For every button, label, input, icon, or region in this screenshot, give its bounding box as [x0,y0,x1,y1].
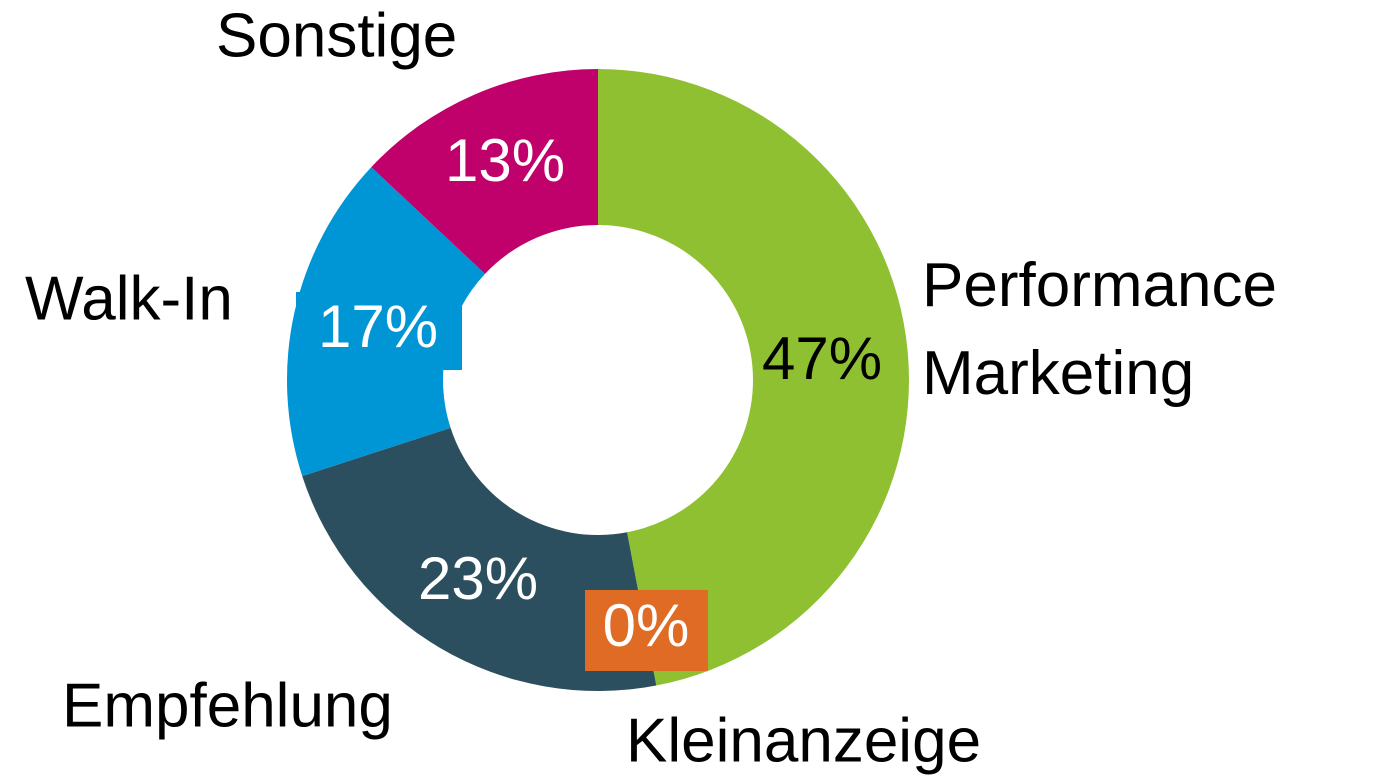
category-label: Performance Marketing [922,251,1277,408]
category-label: Walk-In [25,264,233,333]
value-label: 0% [603,592,690,659]
value-label: 17% [318,293,438,360]
donut-slice [371,69,598,274]
value-label-box [585,590,708,671]
value-label: 23% [418,545,538,612]
value-label-box [296,292,462,370]
value-label: 13% [445,127,565,194]
category-label-line: Marketing [922,339,1194,408]
value-label: 47% [762,325,882,392]
category-label: Sonstige [216,1,457,70]
donut-slice [598,69,909,686]
category-label: Empfehlung [62,671,393,740]
donut-slice [302,427,657,691]
category-label: Kleinanzeige [626,706,981,775]
category-label-line: Performance [922,251,1277,320]
